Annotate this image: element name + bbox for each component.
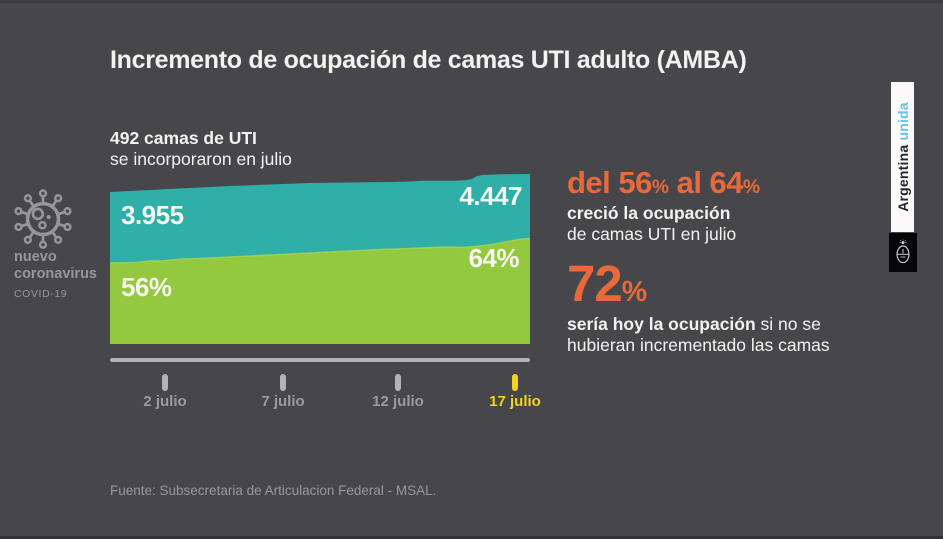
range-part1: del 56 <box>567 165 652 200</box>
area-chart <box>110 174 530 344</box>
chart-headline-rest: se incorporaron en julio <box>110 149 292 169</box>
big-caption-line2: hubieran incrementado las camas <box>567 335 830 356</box>
x-tick-12-julio <box>395 374 401 391</box>
big-caption-rest: si no se <box>755 314 821 335</box>
big-number: 72 <box>567 255 623 312</box>
x-tick-2-julio <box>162 374 168 391</box>
banner-word-unida: unida <box>894 102 911 141</box>
x-label-7-julio: 7 julio <box>261 393 305 410</box>
x-tick-7-julio <box>280 374 286 391</box>
stat-range-caption: creció la ocupación de camas UTI en juli… <box>567 203 907 245</box>
chart-headline: 492 camas de UTI se incorporaron en juli… <box>110 128 292 170</box>
stat-hypothetical-occupancy: 72% <box>567 258 907 309</box>
range-pct2: % <box>743 177 760 198</box>
bottom-edge-strip <box>0 536 943 539</box>
range-pct1: % <box>651 177 669 198</box>
source-attribution: Fuente: Subsecretaria de Articulacion Fe… <box>110 483 437 498</box>
stat-big-caption: sería hoy la ocupación si no se hubieran… <box>567 314 907 356</box>
value-label-end-total: 4.447 <box>459 181 522 211</box>
big-pct: % <box>621 276 647 308</box>
occupancy-edge-highlight <box>110 237 530 264</box>
x-label-17-julio: 17 julio <box>489 393 541 410</box>
argentina-unida-banner: Argentina unida <box>891 82 914 232</box>
x-label-12-julio: 12 julio <box>372 393 424 410</box>
banner-word-argentina: Argentina <box>894 144 911 212</box>
brand-line-nuevo: nuevo <box>14 249 57 265</box>
banner-text: Argentina unida <box>895 102 911 212</box>
area-occupancy <box>110 238 530 344</box>
value-label-end-pct: 64% <box>468 243 519 273</box>
coronavirus-icon <box>8 182 78 252</box>
x-tick-17-julio-highlighted <box>512 374 518 391</box>
value-label-start-pct: 56% <box>121 272 172 302</box>
range-part2: al 64 <box>668 165 744 200</box>
brand-line-coronavirus: coronavirus <box>14 266 97 283</box>
top-edge-strip <box>0 0 943 3</box>
range-caption-rest: de camas UTI en julio <box>567 224 737 244</box>
stats-column: del 56% al 64% creció la ocupación de ca… <box>567 167 907 356</box>
big-caption-bold: sería hoy la ocupación <box>567 314 756 335</box>
value-label-start-total: 3.955 <box>121 200 184 230</box>
chart-headline-bold: 492 camas de UTI <box>110 128 257 148</box>
brand-line-covid19: COVID-19 <box>14 288 68 301</box>
range-caption-bold: creció la ocupación <box>567 203 731 223</box>
x-axis-line <box>110 358 530 362</box>
page-title: Incremento de ocupación de camas UTI adu… <box>110 46 747 74</box>
argentina-coat-of-arms-icon <box>889 233 917 272</box>
stat-occupancy-range: del 56% al 64% <box>567 167 907 198</box>
x-label-2-julio: 2 julio <box>143 393 187 410</box>
brand-text: nuevo coronavirus COVID-19 <box>14 249 97 300</box>
